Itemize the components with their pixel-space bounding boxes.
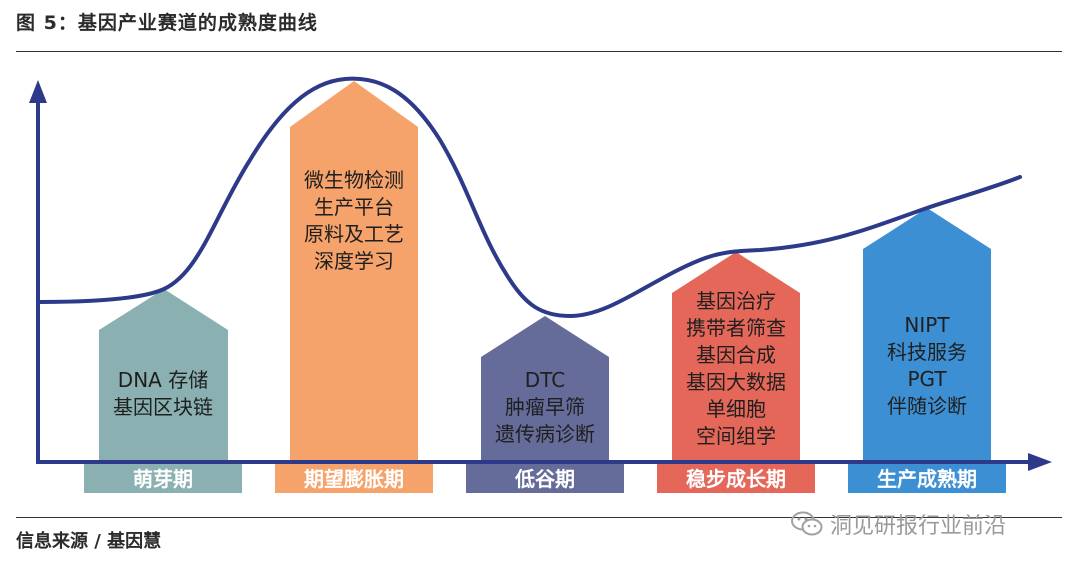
- stage-maturity-label-box: [848, 463, 1006, 493]
- wechat-icon: [791, 511, 823, 536]
- stage-trough-item: 遗传病诊断: [495, 422, 595, 446]
- stage-sprouting-label: 萌芽期: [133, 467, 193, 491]
- figure-title: 图 5：基因产业赛道的成熟度曲线: [16, 12, 318, 34]
- stage-maturity-item: PGT: [907, 367, 947, 391]
- stage-inflated-expectations-arrow: [290, 81, 418, 462]
- stage-sprouting-item: DNA 存储: [118, 368, 208, 392]
- stage-inflated-expectations-label-box: [275, 463, 433, 493]
- stage-steady-growth-arrow: [672, 252, 800, 462]
- stage-sprouting-label-box: [84, 463, 242, 493]
- stage-sprouting-item: 基因区块链: [113, 395, 213, 419]
- stage-trough-label: 低谷期: [514, 467, 575, 491]
- stage-sprouting: 萌芽期 DNA 存储 基因区块链: [84, 289, 242, 493]
- stage-inflated-expectations: 期望膨胀期 微生物检测 生产平台 原料及工艺 深度学习: [275, 81, 433, 493]
- source-note: 信息来源 / 基因慧: [16, 531, 162, 552]
- stage-maturity-label: 生产成熟期: [877, 467, 977, 491]
- stage-inflated-expectations-item: 原料及工艺: [304, 222, 404, 246]
- maturity-curve: [38, 76, 1022, 319]
- stage-steady-growth-label-box: [657, 463, 815, 493]
- stage-maturity-item: 伴随诊断: [887, 394, 967, 418]
- watermark-text: 洞见研报行业前沿: [830, 514, 1007, 539]
- stage-steady-growth-item: 空间组学: [696, 424, 776, 448]
- stage-maturity-item: NIPT: [904, 313, 950, 337]
- stage-steady-growth-item: 单细胞: [706, 397, 766, 421]
- stage-trough-item: 肿瘤早筛: [505, 395, 585, 419]
- stage-trough: 低谷期 DTC 肿瘤早筛 遗传病诊断: [466, 316, 624, 493]
- watermark: 洞见研报行业前沿: [790, 507, 1006, 541]
- stage-trough-label-box: [466, 463, 624, 493]
- axes: [29, 80, 1052, 471]
- stage-steady-growth: 稳步成长期 基因治疗 携带者筛查 基因合成 基因大数据 单细胞 空间组学: [657, 252, 815, 493]
- stage-inflated-expectations-item: 生产平台: [314, 195, 394, 219]
- stage-steady-growth-item: 基因合成: [696, 343, 776, 367]
- x-axis-arrowhead: [1028, 453, 1052, 471]
- bottom-divider: [16, 517, 1062, 518]
- stage-steady-growth-label: 稳步成长期: [686, 467, 786, 491]
- stage-maturity: 生产成熟期 NIPT 科技服务 PGT 伴随诊断: [848, 208, 1006, 493]
- stage-steady-growth-item: 基因治疗: [696, 289, 776, 313]
- y-axis-arrowhead: [29, 80, 47, 103]
- stage-maturity-arrow: [863, 208, 991, 462]
- stage-inflated-expectations-label: 期望膨胀期: [304, 467, 404, 491]
- top-divider: [16, 51, 1062, 52]
- stage-trough-item: DTC: [525, 368, 565, 392]
- stage-inflated-expectations-item: 微生物检测: [304, 168, 404, 192]
- stage-maturity-item: 科技服务: [887, 340, 967, 364]
- stage-steady-growth-item: 基因大数据: [686, 370, 786, 394]
- stage-trough-arrow: [481, 316, 609, 462]
- stage-inflated-expectations-item: 深度学习: [314, 249, 394, 273]
- stage-steady-growth-item: 携带者筛查: [686, 316, 786, 340]
- stage-sprouting-arrow: [99, 289, 228, 462]
